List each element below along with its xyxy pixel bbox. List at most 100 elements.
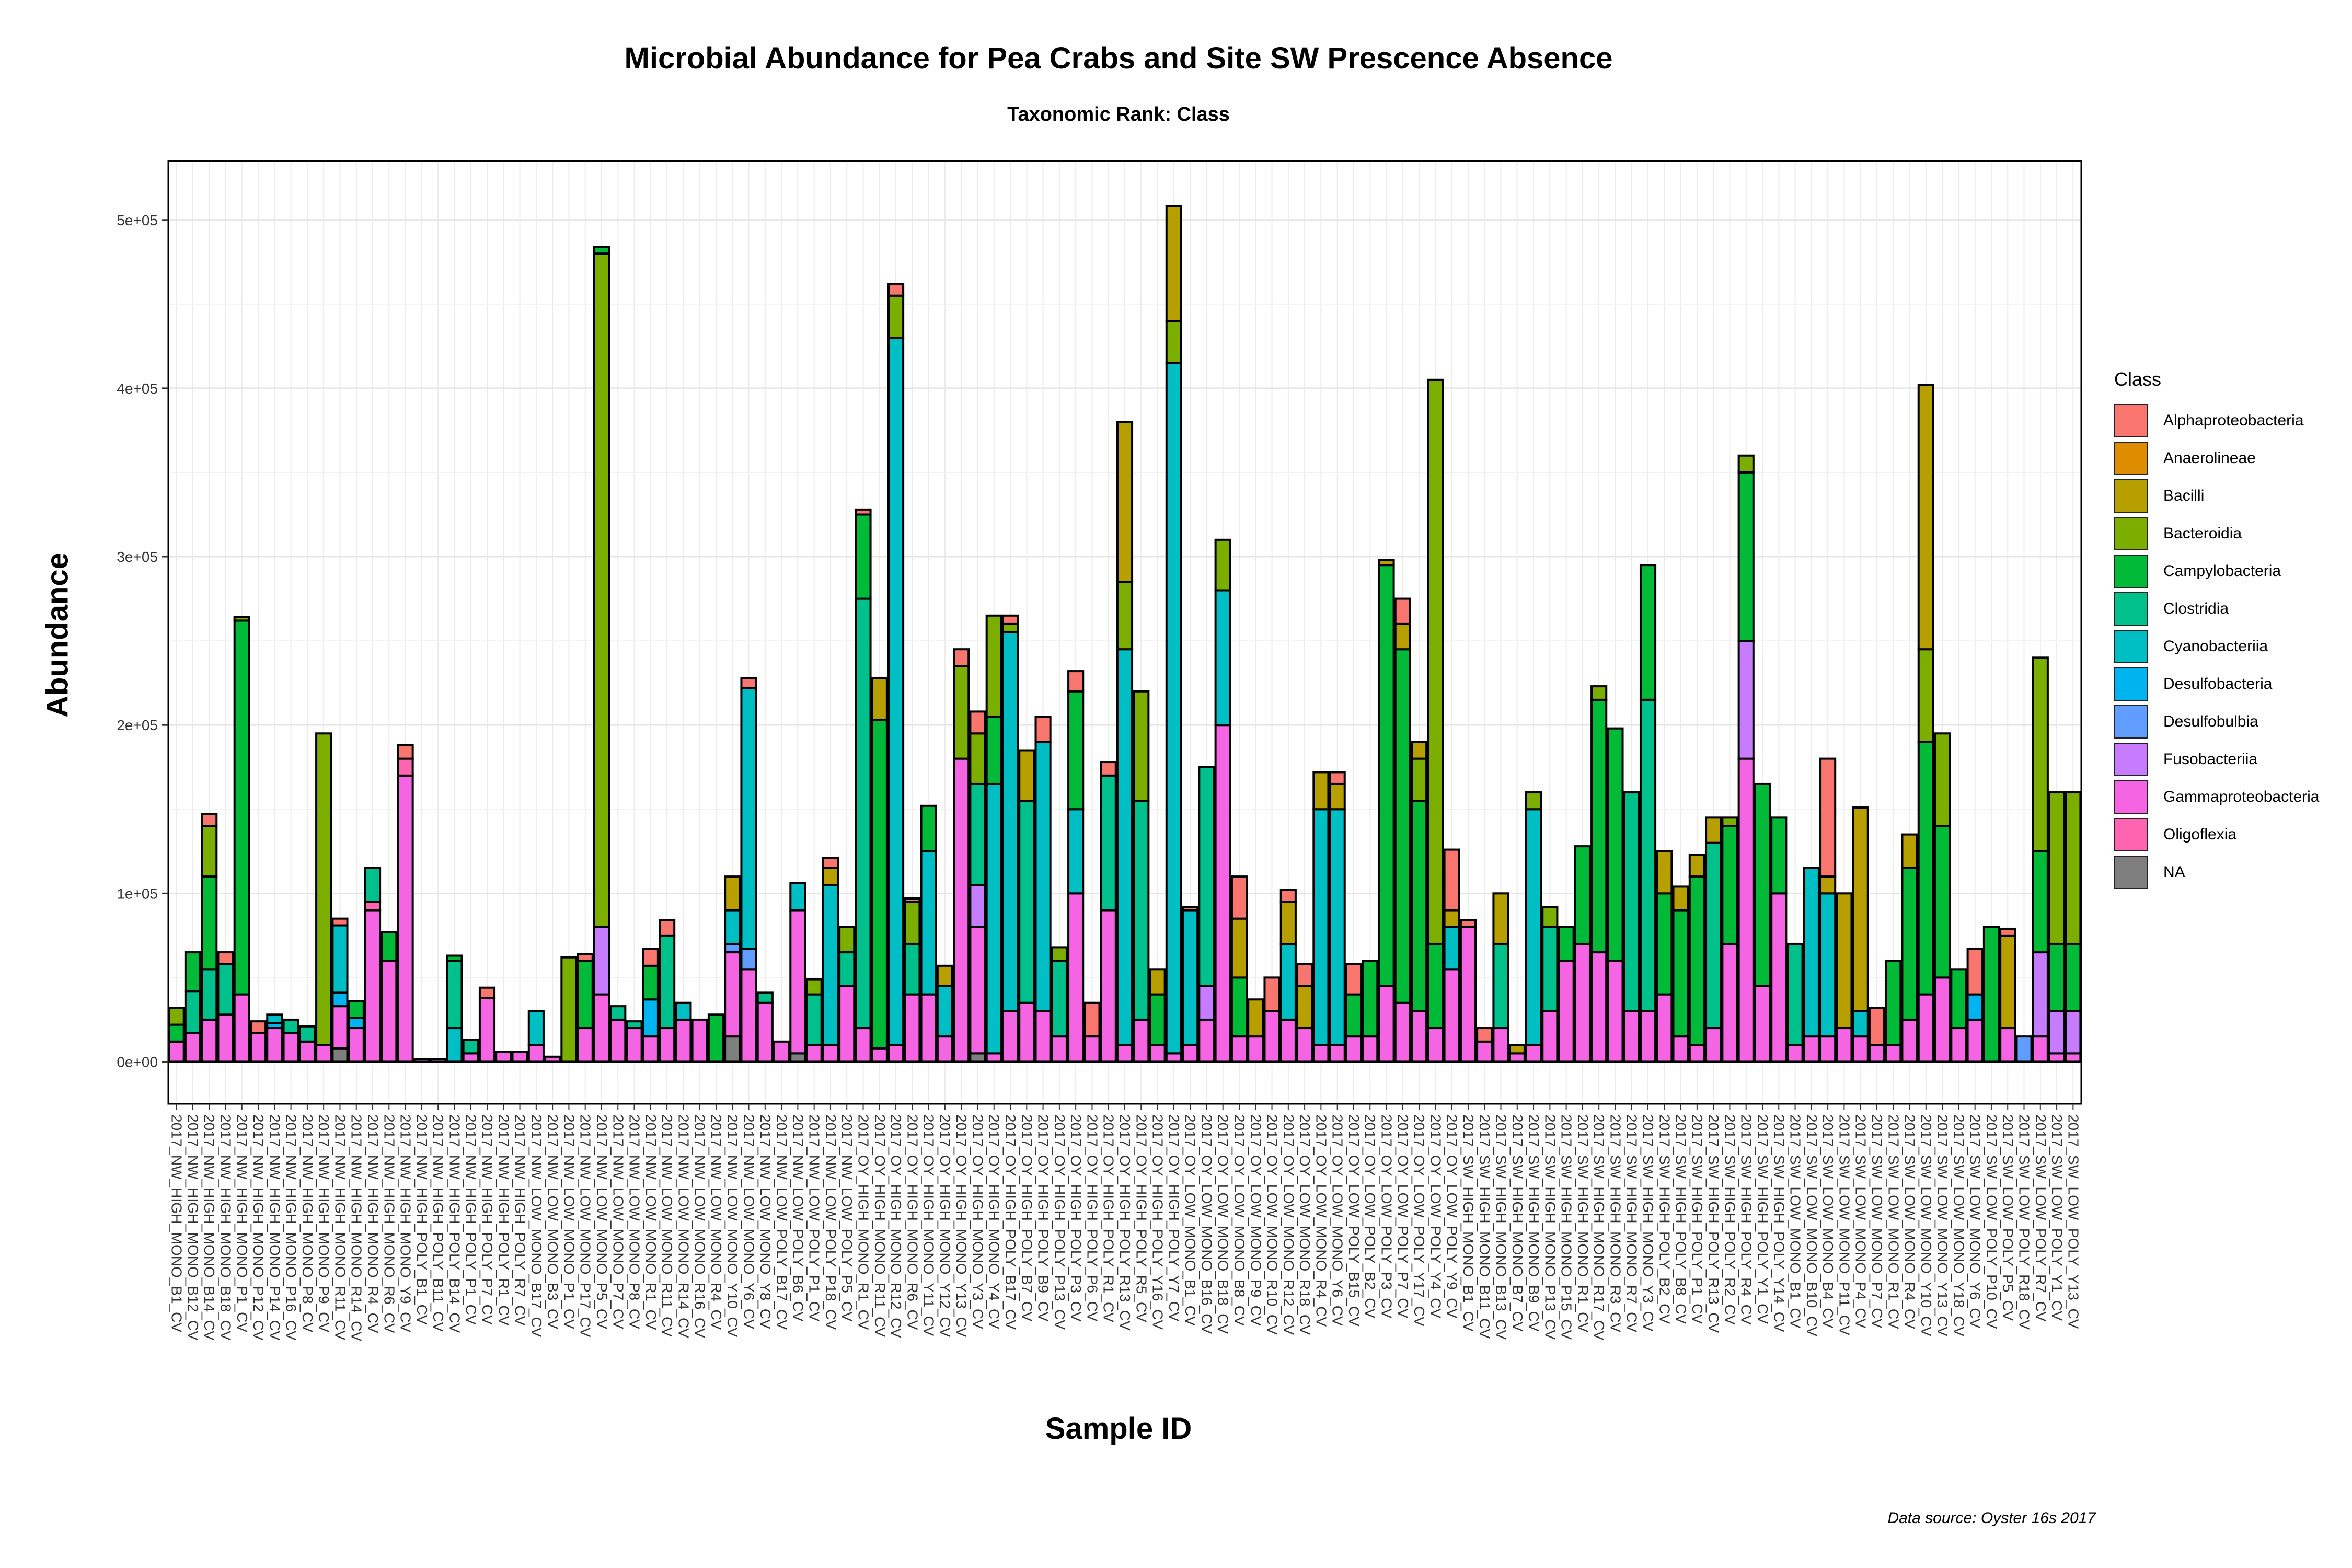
x-tick-label: 2017_NW_HIGH_POLY_B14_CV <box>446 1114 463 1333</box>
bar-segment <box>1312 808 1330 1046</box>
legend-item: Desulfobacteria <box>2114 665 2319 703</box>
bar-segment <box>2048 1052 2066 1063</box>
bar-segment <box>1966 1018 1984 1063</box>
bar-segment <box>904 901 921 945</box>
bar-segment <box>1411 741 1428 760</box>
bar-segment <box>527 1010 545 1046</box>
bar-segment <box>331 991 349 1008</box>
bar-segment <box>1917 741 1934 996</box>
bar-segment <box>969 884 986 928</box>
bar-segment <box>1214 724 1231 1063</box>
bar-segment <box>1362 1035 1379 1063</box>
bar-segment <box>740 676 757 689</box>
bar-segment <box>1819 892 1837 1038</box>
x-tick-label: 2017_OY_LOW_MONO_Y6_CV <box>1330 1114 1346 1326</box>
bar-segment <box>822 857 839 870</box>
bar-segment <box>1639 564 1657 701</box>
bar-segment <box>397 744 414 760</box>
bar-segment <box>1427 378 1444 945</box>
x-tick-label: 2017_NW_LOW_MONO_R14_CV <box>675 1114 691 1338</box>
x-tick-label: 2017_OY_HIGH_MONO_Y4_CV <box>986 1114 1002 1329</box>
x-tick-label: 2017_NW_LOW_MONO_P7_CV <box>610 1114 626 1329</box>
bar-segment <box>1296 985 1313 1030</box>
bar-segment <box>1492 942 1509 1030</box>
x-tick-label: 2017_NW_HIGH_MONO_P14_CV <box>267 1114 283 1341</box>
bar-segment <box>822 867 839 886</box>
bar-segment <box>1656 993 1673 1063</box>
bar-segment <box>724 909 741 945</box>
bar-segment <box>348 1017 365 1030</box>
bar-segment <box>1852 806 1869 1012</box>
legend-label: Clostridia <box>2163 600 2229 617</box>
x-tick-label: 2017_SW_LOW_POLY_P10_CV <box>1984 1114 2000 1329</box>
bar-segment <box>249 1020 267 1034</box>
bar-segment <box>756 991 774 1004</box>
bar-segment <box>805 993 823 1046</box>
bar-segment <box>1672 909 1689 1038</box>
chart-title: Microbial Abundance for Pea Crabs and Si… <box>624 41 1613 75</box>
bar-segment <box>1966 993 1984 1021</box>
x-tick-label: 2017_OY_LOW_POLY_Y17_CV <box>1411 1114 1427 1327</box>
legend-item: Campylobacteria <box>2114 552 2319 590</box>
bar-segment <box>1362 960 1379 1038</box>
bar-segment <box>527 1044 545 1063</box>
x-tick-label: 2017_OY_HIGH_MONO_R1_CV <box>855 1114 871 1330</box>
bar-segment <box>626 1027 643 1063</box>
bar-segment <box>1198 1018 1215 1063</box>
bar-segment <box>1934 976 1951 1063</box>
bar-segment <box>217 963 234 1016</box>
bar-segment <box>871 676 888 721</box>
legend-item: Desulfobulbia <box>2114 703 2319 741</box>
x-tick-label: 2017_SW_LOW_MONO_P7_CV <box>1869 1114 1885 1329</box>
bar-segment <box>1770 892 1788 1063</box>
bar-segment <box>789 882 806 912</box>
legend-swatch <box>2114 404 2148 437</box>
x-tick-label: 2017_NW_LOW_POLY_B6_CV <box>790 1114 806 1322</box>
bar-segment <box>855 508 872 516</box>
bar-segment <box>1492 1027 1509 1063</box>
bar-segment <box>1214 589 1231 727</box>
bar-segment <box>331 1005 349 1050</box>
bar-segment <box>348 1000 365 1019</box>
legend-swatch <box>2114 555 2148 588</box>
bar-segment <box>446 960 463 1030</box>
bar-segment <box>266 1027 283 1063</box>
bar-segment <box>1378 564 1395 987</box>
bar-segment <box>1165 205 1182 322</box>
x-tick-label: 2017_SW_LOW_MONO_Y10_CV <box>1918 1114 1934 1336</box>
x-tick-label: 2017_SW_HIGH_MONO_R17_CV <box>1591 1114 1607 1341</box>
y-axis-title: Abundance <box>40 552 75 718</box>
bar-segment <box>233 619 250 996</box>
x-tick-label: 2017_NW_LOW_MONO_R16_CV <box>692 1114 708 1338</box>
bar-segment <box>1508 1052 1526 1063</box>
bar-segment <box>1411 1010 1428 1063</box>
bar-segment <box>626 1020 643 1030</box>
bar-segment <box>1149 1044 1166 1063</box>
legend-item: Gammaproteobacteria <box>2114 778 2319 816</box>
x-tick-label: 2017_SW_HIGH_MONO_P15_CV <box>1559 1114 1575 1340</box>
legend-item: Alphaproteobacteria <box>2114 402 2319 440</box>
x-tick-label: 2017_OY_HIGH_POLY_B17_CV <box>1002 1114 1019 1330</box>
bar-segment <box>920 804 937 852</box>
bar-segment <box>1786 1044 1804 1063</box>
bar-segment <box>462 1052 479 1063</box>
x-tick-label: 2017_NW_HIGH_MONO_R4_CV <box>365 1114 381 1333</box>
legend-swatch <box>2114 442 2148 475</box>
bar-segment <box>936 1035 953 1063</box>
legend-label: Oligoflexia <box>2163 826 2237 843</box>
bar-segment <box>724 1035 741 1063</box>
bar-segment <box>1116 648 1134 1046</box>
bar-segment <box>969 926 986 1055</box>
bar-segment <box>2032 951 2049 1038</box>
bar-segment <box>1459 919 1477 928</box>
bar-segment <box>1541 926 1559 1012</box>
x-tick-label: 2017_SW_LOW_POLY_R7_CV <box>2033 1114 2049 1322</box>
bar-segment <box>593 993 610 1063</box>
x-tick-label: 2017_OY_HIGH_POLY_R5_CV <box>1133 1114 1149 1322</box>
bar-segment <box>577 1027 594 1063</box>
x-tick-label: 2017_SW_HIGH_MONO_P13_CV <box>1542 1114 1558 1340</box>
chart-subtitle: Taxonomic Rank: Class <box>1007 103 1230 125</box>
bar-segment <box>1394 648 1411 1004</box>
bar-segment <box>1868 1007 1886 1046</box>
